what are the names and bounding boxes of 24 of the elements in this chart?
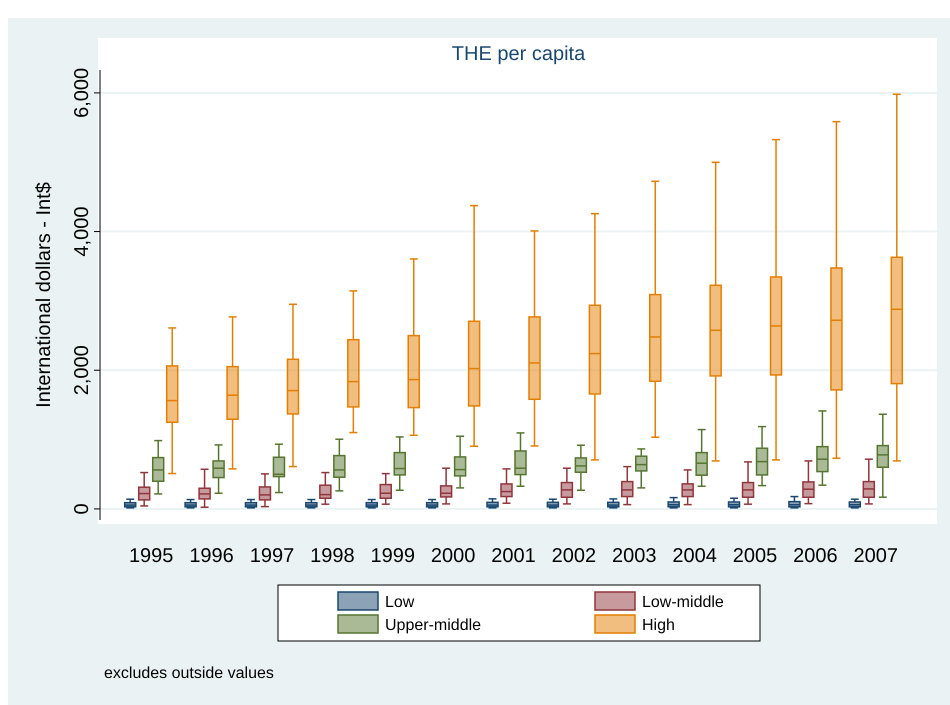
x-tick-label: 2007 — [854, 545, 898, 567]
x-tick-label: 2002 — [552, 545, 596, 567]
text: excludes outside values — [104, 665, 274, 682]
legend-label: High — [642, 617, 675, 634]
legend-label: Low-middle — [642, 594, 724, 611]
chart-title: THE per capita — [452, 43, 586, 65]
x-tick-label: 2004 — [672, 545, 717, 567]
y-tick-label: 6,000 — [71, 68, 93, 118]
x-tick-label: 2000 — [430, 545, 476, 567]
y-tick-label: 2,000 — [71, 345, 93, 396]
x-tick-label: 2001 — [491, 545, 536, 567]
legend-label: Low — [385, 594, 415, 611]
legend-label: Upper-middle — [385, 617, 482, 634]
x-tick-label: 1999 — [370, 545, 415, 567]
y-axis-title: International dollars - Int$ — [33, 182, 55, 408]
x-tick-label: 1998 — [310, 545, 355, 567]
x-tick-label: 1995 — [128, 545, 174, 567]
y-tick-label: 0 — [71, 503, 93, 514]
x-tick-label: 1997 — [250, 545, 294, 567]
y-tick-label: 4,000 — [71, 206, 93, 257]
x-tick-label: 1996 — [189, 545, 234, 567]
x-tick-label: 2006 — [793, 545, 838, 567]
x-tick-label: 2003 — [612, 545, 657, 567]
x-tick-label: 2005 — [732, 545, 778, 567]
